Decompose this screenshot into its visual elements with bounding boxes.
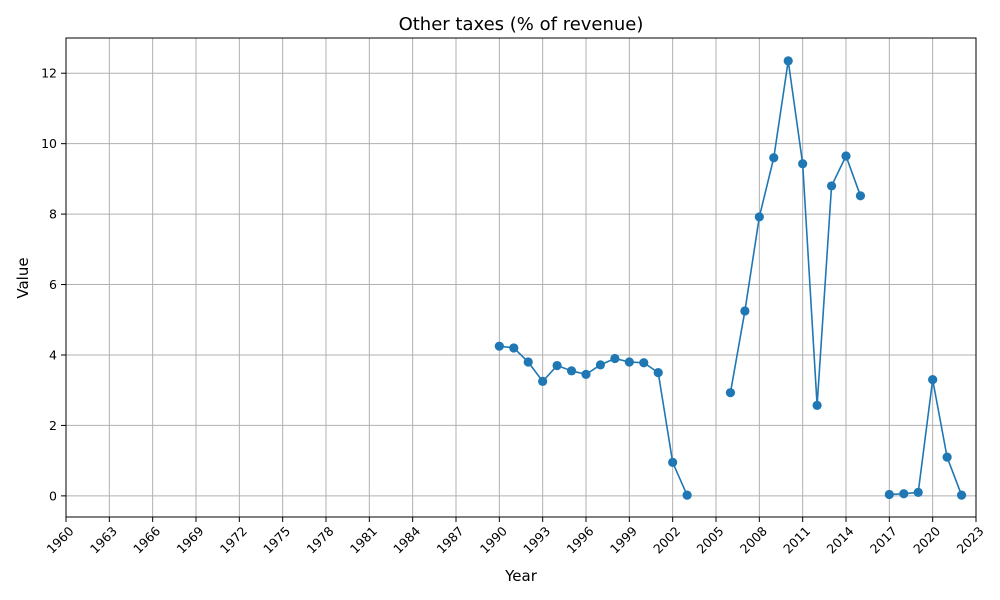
series-group [494, 56, 967, 500]
data-point [913, 487, 923, 497]
data-point [754, 212, 764, 222]
x-axis-label: Year [504, 567, 538, 585]
data-point [552, 360, 562, 371]
y-tick-label: 6 [49, 277, 57, 292]
chart-title: Other taxes (% of revenue) [399, 14, 644, 35]
y-tick-label: 4 [49, 347, 57, 362]
data-point [581, 369, 591, 379]
data-point [668, 457, 678, 468]
data-point [783, 56, 793, 66]
data-point [899, 489, 909, 499]
series-line [729, 60, 862, 406]
data-point [523, 357, 533, 367]
y-tick: 2 [49, 418, 66, 433]
y-tick-label: 0 [49, 488, 57, 503]
data-point [928, 375, 938, 385]
y-tick: 10 [41, 136, 66, 151]
y-tick: 12 [41, 66, 66, 81]
y-tick: 0 [49, 488, 66, 503]
data-point [769, 153, 779, 163]
data-point [566, 366, 577, 376]
data-point [538, 376, 548, 386]
data-point [610, 353, 620, 364]
data-point [595, 360, 606, 370]
data-point [812, 400, 822, 410]
y-tick-label: 10 [41, 136, 57, 151]
y-axis-ticks: 0 2 4 6 8 10 12 [41, 66, 66, 503]
y-tick-label: 8 [49, 207, 57, 222]
y-tick-label: 12 [41, 66, 57, 81]
data-point [956, 490, 967, 500]
data-point [624, 357, 634, 367]
data-point [841, 151, 851, 161]
data-point [494, 341, 504, 351]
y-tick: 6 [49, 277, 66, 292]
data-point [884, 489, 894, 500]
y-tick-label: 2 [49, 418, 57, 433]
data-point [639, 358, 649, 368]
plot-frame [65, 37, 977, 518]
y-tick: 8 [49, 207, 66, 222]
data-point [798, 159, 808, 169]
y-tick: 4 [49, 347, 66, 362]
data-point [855, 191, 866, 201]
data-point [942, 452, 952, 462]
data-point [653, 368, 663, 378]
y-axis-label: Value [14, 257, 32, 298]
data-point [682, 490, 692, 500]
data-point [725, 388, 736, 398]
data-point [826, 181, 837, 191]
data-point [509, 343, 519, 353]
data-point [740, 306, 750, 316]
